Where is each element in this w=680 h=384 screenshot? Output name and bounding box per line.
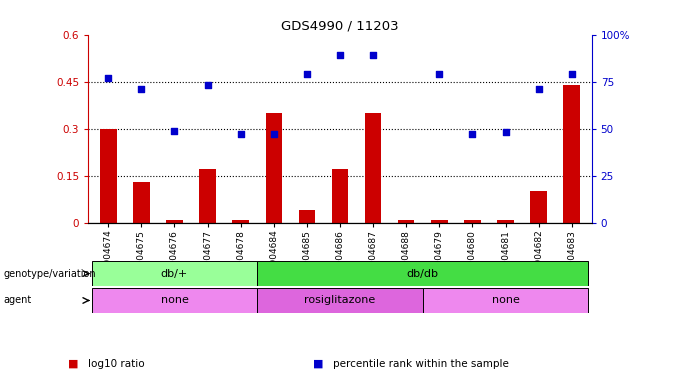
Bar: [464, 220, 481, 223]
Bar: [265, 113, 282, 223]
Point: [434, 71, 445, 77]
Text: agent: agent: [3, 295, 32, 306]
Text: genotype/variation: genotype/variation: [3, 268, 96, 279]
Bar: [133, 182, 150, 223]
Text: percentile rank within the sample: percentile rank within the sample: [333, 359, 509, 369]
Bar: [257, 261, 588, 286]
Point: [235, 131, 246, 137]
Bar: [423, 288, 588, 313]
Point: [500, 129, 511, 136]
Text: db/+: db/+: [161, 268, 188, 279]
Point: [533, 86, 544, 92]
Point: [202, 82, 213, 88]
Bar: [257, 288, 423, 313]
Bar: [100, 129, 116, 223]
Bar: [564, 85, 580, 223]
Point: [169, 127, 180, 134]
Title: GDS4990 / 11203: GDS4990 / 11203: [282, 19, 398, 32]
Point: [103, 75, 114, 81]
Point: [368, 52, 379, 58]
Text: none: none: [492, 295, 520, 306]
Bar: [166, 220, 183, 223]
Bar: [92, 261, 257, 286]
Text: rosiglitazone: rosiglitazone: [305, 295, 375, 306]
Point: [335, 52, 345, 58]
Text: log10 ratio: log10 ratio: [88, 359, 145, 369]
Text: ■: ■: [68, 359, 82, 369]
Bar: [299, 210, 315, 223]
Bar: [233, 220, 249, 223]
Text: none: none: [160, 295, 188, 306]
Bar: [530, 191, 547, 223]
Bar: [497, 220, 514, 223]
Bar: [199, 169, 216, 223]
Bar: [365, 113, 381, 223]
Bar: [398, 220, 415, 223]
Bar: [332, 169, 348, 223]
Point: [301, 71, 312, 77]
Text: ■: ■: [313, 359, 327, 369]
Point: [566, 71, 577, 77]
Point: [467, 131, 478, 137]
Text: db/db: db/db: [407, 268, 439, 279]
Point: [269, 131, 279, 137]
Bar: [92, 288, 257, 313]
Bar: [431, 220, 447, 223]
Point: [136, 86, 147, 92]
